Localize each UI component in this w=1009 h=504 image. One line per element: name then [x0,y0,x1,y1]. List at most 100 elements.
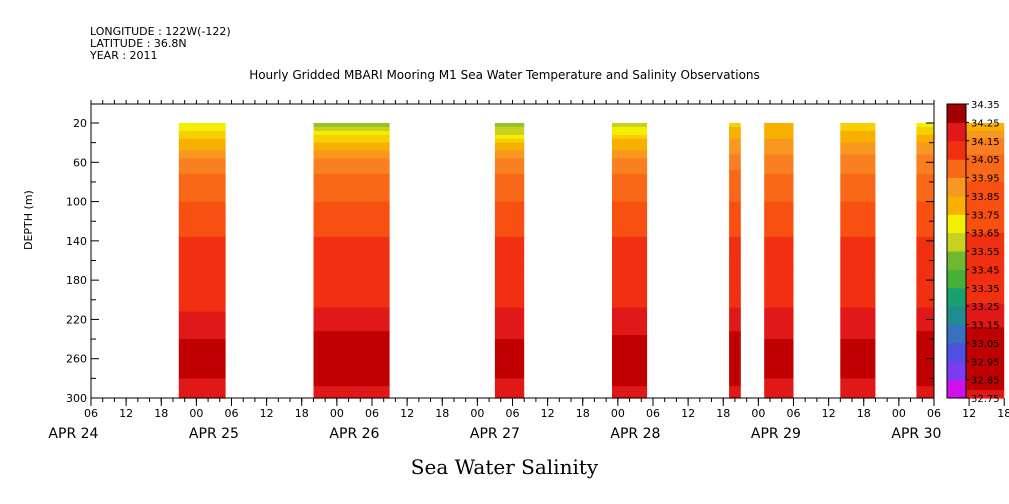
x-hour-tick-label: 12 [822,407,836,420]
salinity-cell [178,331,226,336]
salinity-cell [612,123,648,128]
salinity-cell [612,358,648,364]
salinity-cell [764,213,794,218]
salinity-cell [178,291,226,297]
salinity-cell [313,150,390,155]
salinity-cell [840,343,876,348]
salinity-cell [494,374,525,379]
salinity-cell [916,280,934,285]
salinity-cell [612,197,648,203]
salinity-cell [840,134,876,140]
salinity-cell [313,166,390,171]
colorbar-swatch [947,251,966,270]
x-date-label: APR 30 [891,426,941,442]
salinity-cell [729,205,741,210]
salinity-cell [178,319,226,324]
salinity-cell [729,189,741,195]
salinity-cell [957,343,1005,348]
salinity-cell [957,378,1005,383]
salinity-cell [764,268,794,273]
salinity-cell [494,343,525,348]
salinity-cell [764,343,794,348]
salinity-cell [612,170,648,175]
salinity-cell [729,272,741,277]
salinity-cell [916,189,934,195]
salinity-cell [729,174,741,179]
salinity-cell [612,366,648,372]
salinity-cell [840,307,876,313]
colorbar-swatch [947,324,966,344]
salinity-cell [729,217,741,222]
salinity-cell [178,358,226,364]
x-hour-tick-label: 18 [857,407,871,420]
salinity-cell [729,142,741,148]
x-hour-tick-label: 06 [365,407,379,420]
salinity-cell [957,142,1005,148]
colorbar-label: 33.95 [971,174,1000,185]
salinity-cell [178,335,226,340]
salinity-cell [729,256,741,262]
salinity-cell [764,142,794,148]
salinity-cell [612,174,648,179]
salinity-cell [729,221,741,226]
salinity-cell [178,213,226,218]
salinity-cell [612,291,648,297]
salinity-cell [764,303,794,309]
salinity-cell [764,272,794,277]
colorbar-label: 34.25 [971,118,1000,129]
salinity-cell [313,260,390,265]
salinity-cell [729,362,741,368]
salinity-cell [494,370,525,375]
salinity-cell [313,213,390,218]
salinity-cell [612,378,648,383]
salinity-cell [764,248,794,254]
salinity-cell [957,327,1005,332]
salinity-cell [957,166,1005,171]
salinity-cell [840,244,876,250]
colorbar-label: 33.75 [971,210,1000,221]
salinity-cell [840,272,876,277]
salinity-cell [178,225,226,230]
x-hour-tick-label: 18 [716,407,730,420]
salinity-cell [494,378,525,383]
colorbar-label: 33.25 [971,302,1000,313]
x-hour-tick-label: 00 [330,407,344,420]
salinity-cell [729,213,741,218]
colorbar-swatch [947,306,966,325]
salinity-cell [840,126,876,132]
salinity-cell [957,138,1005,144]
salinity-cell [840,248,876,254]
salinity-cell [494,386,525,391]
salinity-cell [957,229,1005,234]
salinity-cell [178,303,226,309]
salinity-cell [612,362,648,368]
salinity-cell [957,158,1005,163]
salinity-cell [313,339,390,344]
salinity-cell [729,264,741,269]
salinity-cell [840,264,876,269]
salinity-cell [840,386,876,391]
colorbar-swatch [947,122,966,142]
salinity-cell [494,201,525,207]
salinity-cell [313,366,390,372]
salinity-cell [764,374,794,379]
salinity-cell [178,323,226,328]
salinity-cell [494,225,525,230]
salinity-cell [313,319,390,324]
salinity-cell [957,272,1005,277]
salinity-cell [313,327,390,332]
salinity-cell [840,311,876,317]
salinity-cell [178,146,226,152]
salinity-cell [494,248,525,254]
salinity-cell [729,346,741,352]
salinity-cell [957,264,1005,269]
salinity-cell [840,260,876,265]
salinity-cell [494,327,525,332]
salinity-cell [957,390,1005,395]
salinity-cell [612,307,648,313]
salinity-cell [840,150,876,155]
colorbar-label: 33.55 [971,247,1000,258]
salinity-cell [612,339,648,344]
salinity-cell [916,142,934,148]
salinity-cell [612,236,648,242]
